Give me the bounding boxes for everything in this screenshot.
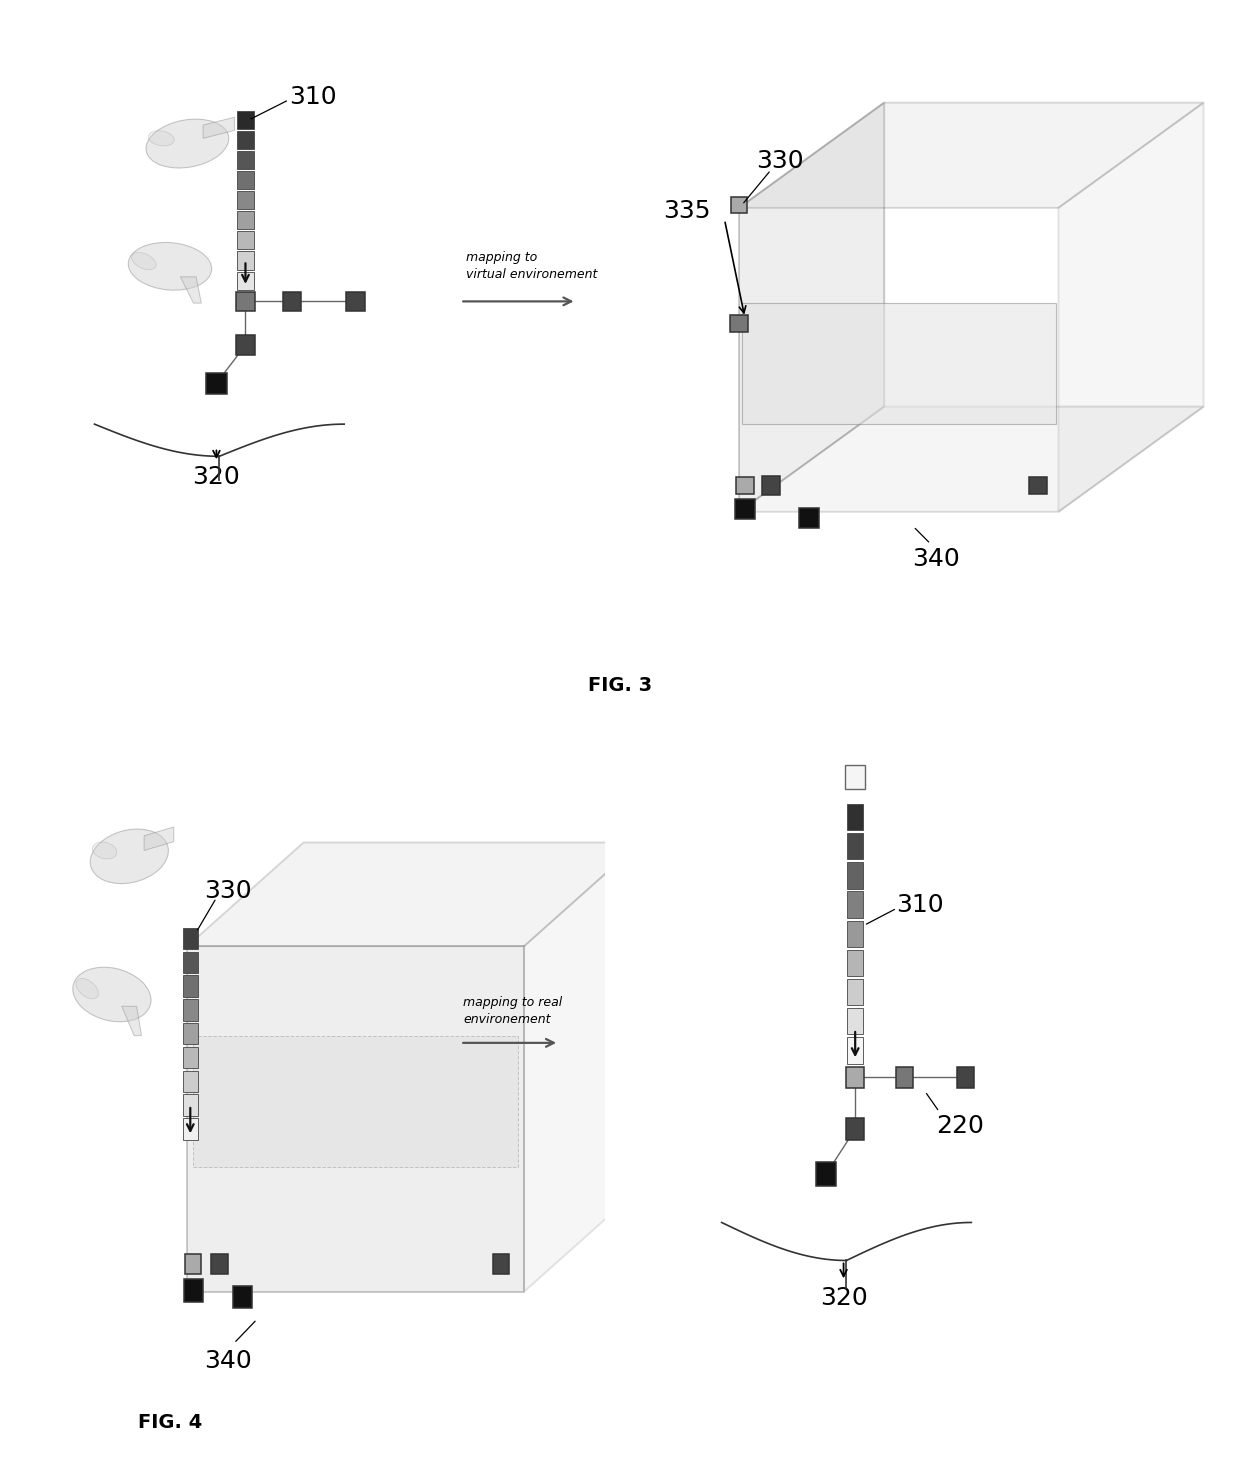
Bar	[182, 1071, 198, 1091]
Bar	[847, 921, 863, 947]
Bar	[844, 764, 866, 790]
Bar	[237, 252, 254, 270]
Text: 335: 335	[663, 199, 711, 222]
Bar	[182, 1118, 198, 1140]
Ellipse shape	[128, 243, 212, 290]
Bar	[847, 834, 863, 859]
Bar	[847, 950, 863, 977]
Ellipse shape	[131, 252, 156, 270]
Bar	[182, 1094, 198, 1115]
Text: 340: 340	[205, 1349, 252, 1373]
Polygon shape	[739, 407, 1204, 511]
Bar	[206, 373, 227, 393]
Polygon shape	[739, 103, 884, 511]
Bar	[193, 1036, 518, 1167]
Polygon shape	[122, 1006, 141, 1036]
Polygon shape	[1059, 103, 1204, 511]
Text: 340: 340	[913, 546, 960, 570]
Polygon shape	[187, 946, 525, 1292]
Text: 310: 310	[289, 85, 336, 109]
Bar	[182, 975, 198, 997]
Text: 320: 320	[820, 1286, 868, 1311]
Bar	[737, 477, 754, 495]
Bar	[847, 804, 863, 831]
Bar	[182, 1047, 198, 1068]
Polygon shape	[525, 843, 640, 1292]
Polygon shape	[203, 118, 234, 138]
Bar	[236, 336, 255, 355]
Bar	[895, 1066, 913, 1087]
Text: 220: 220	[936, 1114, 985, 1137]
Bar	[761, 476, 780, 495]
Polygon shape	[181, 277, 201, 303]
Text: 330: 330	[205, 879, 252, 903]
Text: 320: 320	[192, 465, 241, 489]
Text: FIG. 4: FIG. 4	[138, 1413, 202, 1432]
Text: FIG. 3: FIG. 3	[588, 676, 652, 695]
Bar	[846, 1118, 864, 1140]
Text: 310: 310	[895, 893, 944, 916]
Bar	[237, 171, 254, 189]
Ellipse shape	[91, 829, 169, 884]
Bar	[735, 499, 755, 518]
Bar	[847, 891, 863, 918]
Bar	[182, 952, 198, 974]
Text: mapping to real
environement: mapping to real environement	[464, 996, 563, 1025]
Text: mapping to
virtual environement: mapping to virtual environement	[466, 250, 598, 281]
Bar	[283, 292, 301, 311]
Ellipse shape	[146, 119, 228, 168]
Bar	[730, 315, 748, 331]
Bar	[799, 508, 818, 527]
Bar	[237, 271, 254, 290]
Text: 330: 330	[756, 149, 804, 174]
Bar	[957, 1066, 975, 1087]
Bar	[182, 928, 198, 949]
Ellipse shape	[149, 131, 174, 146]
Bar	[211, 1254, 228, 1274]
Bar	[237, 231, 254, 249]
Bar	[237, 191, 254, 209]
Bar	[182, 999, 198, 1021]
Bar	[182, 1022, 198, 1044]
Bar	[847, 980, 863, 1005]
Bar	[730, 197, 748, 214]
Ellipse shape	[93, 843, 117, 859]
Bar	[184, 1279, 203, 1302]
Bar	[847, 1066, 864, 1087]
Bar	[742, 302, 1055, 424]
Bar	[847, 1008, 863, 1034]
Ellipse shape	[76, 978, 98, 999]
Ellipse shape	[73, 968, 151, 1022]
Bar	[492, 1254, 510, 1274]
Polygon shape	[144, 826, 174, 850]
Bar	[237, 131, 254, 149]
Bar	[236, 292, 254, 311]
Bar	[237, 211, 254, 230]
Polygon shape	[187, 843, 640, 946]
Bar	[346, 292, 365, 311]
Bar	[233, 1286, 252, 1308]
Bar	[1029, 477, 1047, 495]
Polygon shape	[739, 103, 1204, 208]
Bar	[847, 1037, 863, 1064]
Bar	[816, 1162, 836, 1186]
Bar	[237, 110, 254, 128]
Bar	[237, 150, 254, 169]
Bar	[185, 1254, 201, 1274]
Bar	[847, 862, 863, 888]
